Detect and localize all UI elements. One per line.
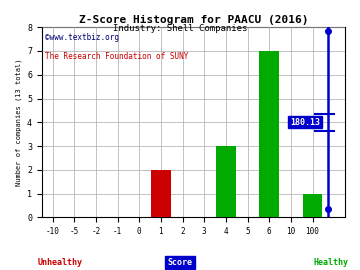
Text: 180.13: 180.13 (290, 118, 320, 127)
Text: Industry: Shell Companies: Industry: Shell Companies (113, 24, 247, 33)
Y-axis label: Number of companies (13 total): Number of companies (13 total) (15, 59, 22, 186)
Bar (216, 146, 236, 217)
Text: ©www.textbiz.org: ©www.textbiz.org (45, 33, 119, 42)
Title: Z-Score Histogram for PAACU (2016): Z-Score Histogram for PAACU (2016) (78, 15, 308, 25)
Text: Healthy: Healthy (313, 258, 348, 267)
Text: The Research Foundation of SUNY: The Research Foundation of SUNY (45, 52, 188, 61)
Bar (151, 170, 171, 217)
Text: Unhealthy: Unhealthy (37, 258, 82, 267)
Bar (303, 194, 322, 217)
Bar (260, 51, 279, 217)
Text: Score: Score (167, 258, 193, 267)
